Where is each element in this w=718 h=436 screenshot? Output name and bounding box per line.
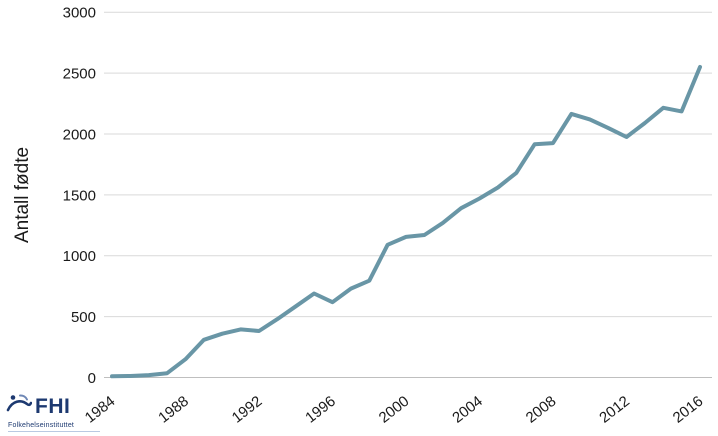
svg-text:1000: 1000 bbox=[63, 248, 96, 265]
svg-text:2004: 2004 bbox=[449, 393, 486, 427]
fhi-swoosh-icon bbox=[6, 392, 33, 421]
svg-text:1992: 1992 bbox=[229, 393, 266, 427]
svg-text:1988: 1988 bbox=[155, 393, 192, 427]
svg-text:3000: 3000 bbox=[63, 5, 96, 22]
fhi-logo-text: FHI bbox=[35, 394, 71, 418]
fhi-logo: FHI Folkehelseinstituttet bbox=[6, 392, 126, 432]
svg-text:2000: 2000 bbox=[376, 393, 413, 427]
svg-text:2012: 2012 bbox=[596, 393, 633, 427]
gridlines bbox=[104, 11, 712, 318]
y-axis-tick-labels: 0 500 1000 1500 2000 2500 3000 bbox=[63, 5, 96, 387]
svg-text:2008: 2008 bbox=[523, 393, 560, 427]
svg-text:500: 500 bbox=[71, 309, 96, 326]
svg-text:2500: 2500 bbox=[63, 66, 96, 83]
y-axis-title: Antall fødte bbox=[12, 147, 33, 243]
svg-text:1500: 1500 bbox=[63, 187, 96, 204]
svg-text:0: 0 bbox=[88, 370, 96, 387]
svg-text:2000: 2000 bbox=[63, 126, 96, 143]
x-axis-tick-labels: 1984 1988 1992 1996 2000 2004 2008 2012 2016 bbox=[82, 393, 707, 427]
svg-text:2016: 2016 bbox=[670, 393, 707, 427]
svg-text:1996: 1996 bbox=[302, 393, 339, 427]
data-series-line bbox=[110, 65, 702, 379]
